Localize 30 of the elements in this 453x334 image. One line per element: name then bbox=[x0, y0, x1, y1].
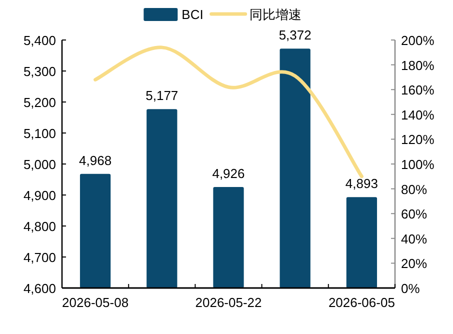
legend-label: BCI bbox=[182, 7, 204, 22]
data-label: 4,893 bbox=[345, 176, 378, 192]
y-tick-label: 4,800 bbox=[23, 219, 56, 234]
y2-tick-label: 80% bbox=[401, 182, 428, 197]
legend-label: 同比增速 bbox=[249, 7, 302, 22]
y-tick-label: 5,100 bbox=[23, 126, 56, 141]
y2-tick-label: 40% bbox=[401, 231, 428, 246]
y-tick-label: 4,600 bbox=[23, 281, 56, 296]
y-tick-label: 4,900 bbox=[23, 188, 56, 203]
x-tick-label: 2026-05-08 bbox=[62, 295, 129, 310]
y2-tick-label: 0% bbox=[401, 281, 420, 296]
y-tick-label: 5,400 bbox=[23, 33, 56, 48]
data-label: 4,926 bbox=[212, 166, 245, 181]
x-tick-label: 2026-05-22 bbox=[195, 295, 262, 310]
y2-tick-label: 100% bbox=[401, 157, 435, 172]
y2-tick-label: 200% bbox=[401, 33, 435, 48]
x-tick-label: 2026-06-05 bbox=[328, 295, 395, 310]
data-label: 5,177 bbox=[146, 88, 178, 104]
y-tick-label: 4,700 bbox=[23, 250, 56, 265]
y2-tick-label: 160% bbox=[401, 82, 435, 98]
y2-tick-label: 180% bbox=[401, 58, 435, 73]
y-tick-label: 5,300 bbox=[23, 64, 56, 79]
y-tick-label: 5,200 bbox=[23, 95, 56, 110]
y2-tick-label: 140% bbox=[401, 107, 435, 122]
y2-tick-label: 120% bbox=[401, 132, 435, 148]
y2-tick-label: 20% bbox=[401, 256, 428, 272]
y-tick-label: 5,000 bbox=[23, 157, 56, 172]
data-label: 4,968 bbox=[79, 152, 112, 168]
y2-tick-label: 60% bbox=[401, 206, 428, 222]
data-label: 5,372 bbox=[278, 28, 312, 43]
